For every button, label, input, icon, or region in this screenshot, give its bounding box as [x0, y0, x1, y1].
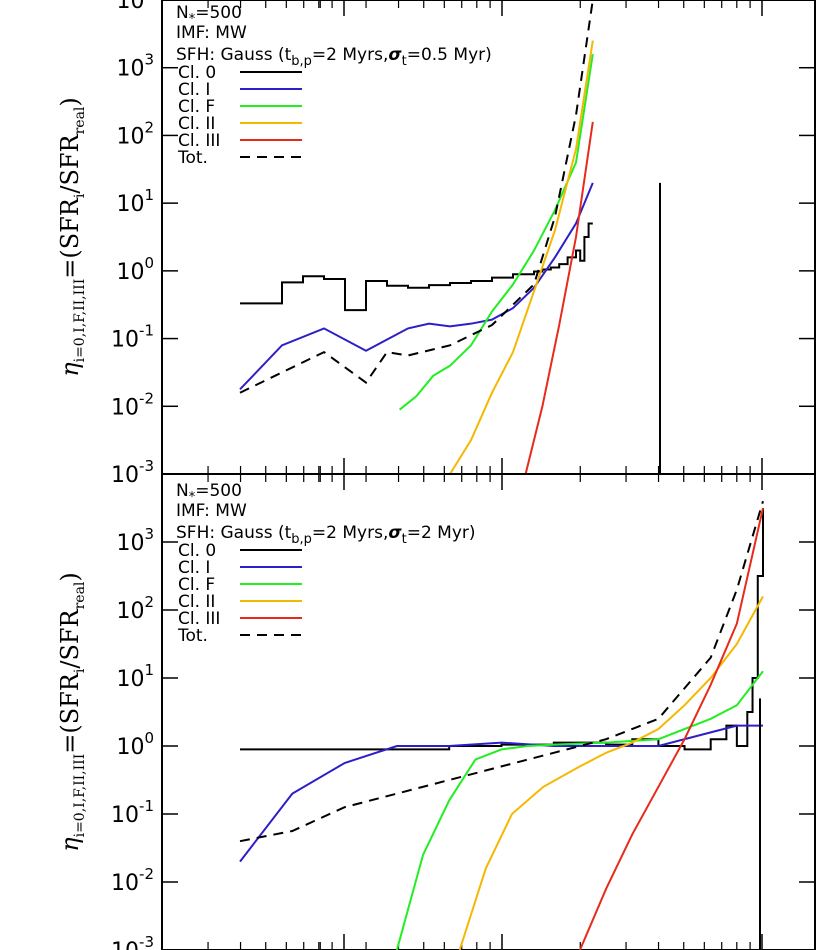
- legend-label: Cl. III: [178, 609, 220, 629]
- series-line-cl-0: [240, 508, 764, 751]
- series-line-cl-f: [395, 670, 764, 950]
- y-tick-label: 104: [116, 0, 154, 14]
- series-line-tot-: [239, 500, 764, 843]
- series-line-cl-ii: [449, 40, 594, 475]
- plot-frame: [161, 473, 816, 950]
- annotation-imf: IMF: MW: [176, 23, 247, 43]
- legend-label: Cl. I: [178, 80, 210, 100]
- annotation-n: N*=500: [176, 481, 242, 505]
- series-line-cl-f: [398, 54, 594, 411]
- y-tick-label: 103: [116, 525, 154, 556]
- series-line-cl-iii: [524, 121, 594, 475]
- y-tick-label: 100: [116, 729, 154, 760]
- legend-label: Cl. II: [178, 592, 215, 612]
- y-tick-label: 10-2: [111, 389, 154, 420]
- legend-label: Cl. 0: [178, 541, 216, 561]
- legend-label: Cl. 0: [178, 63, 216, 83]
- y-tick-label: 103: [116, 51, 154, 82]
- series-line-cl-i: [239, 182, 594, 391]
- y-axis-label: ηi=0,I,F,II,III=(SFRi/SFRreal): [56, 97, 88, 377]
- legend-label: Cl. F: [178, 575, 215, 595]
- legend-label: Tot.: [177, 626, 208, 646]
- series-line-tot-: [239, 0, 594, 394]
- series-line-cl-i: [239, 724, 763, 863]
- y-tick-label: 10-3: [111, 933, 154, 950]
- series-line-cl-iii: [579, 507, 764, 950]
- y-tick-label: 10-1: [111, 322, 154, 353]
- series-line-cl-0: [240, 222, 593, 312]
- y-axis-label: ηi=0,I,F,II,III=(SFRi/SFRreal): [56, 572, 88, 852]
- annotation-imf: IMF: MW: [176, 501, 247, 521]
- annotation-sfh: SFH: Gauss (tb,p=2 Myrs,σt=0.5 Myr): [176, 45, 492, 69]
- legend-label: Cl. II: [178, 114, 215, 134]
- y-tick-label: 102: [116, 593, 154, 624]
- y-tick-label: 102: [116, 118, 154, 149]
- legend-label: Cl. I: [178, 558, 210, 578]
- annotation-sfh: SFH: Gauss (tb,p=2 Myrs,σt=2 Myr): [176, 523, 476, 547]
- annotation-n: N*=500: [176, 3, 242, 27]
- y-tick-label: 101: [116, 661, 154, 692]
- y-tick-label: 10-2: [111, 865, 154, 896]
- series-line-cl-ii: [458, 595, 764, 950]
- y-tick-label: 10-1: [111, 797, 154, 828]
- y-tick-label: 100: [116, 254, 154, 285]
- legend-label: Tot.: [177, 148, 208, 168]
- y-tick-label: 10-3: [111, 457, 154, 488]
- legend-label: Cl. III: [178, 131, 220, 151]
- legend-label: Cl. F: [178, 97, 215, 117]
- y-tick-label: 101: [116, 186, 154, 217]
